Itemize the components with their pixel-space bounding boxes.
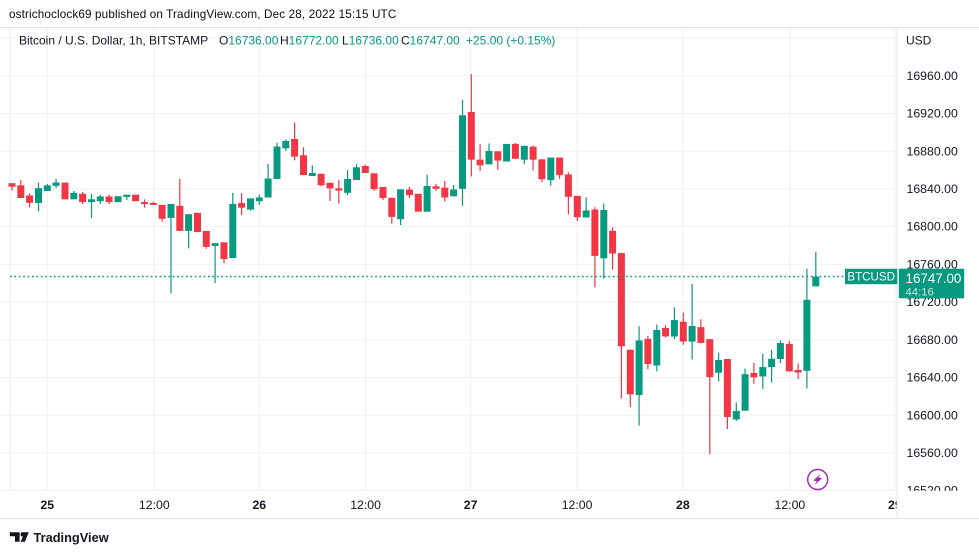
svg-text:16960.00: 16960.00 bbox=[907, 69, 958, 83]
svg-text:16680.00: 16680.00 bbox=[907, 333, 958, 347]
svg-text:27: 27 bbox=[464, 498, 478, 512]
svg-text:16760.00: 16760.00 bbox=[907, 257, 958, 271]
svg-text:44:16: 44:16 bbox=[906, 287, 934, 299]
svg-text:28: 28 bbox=[676, 498, 690, 512]
svg-text:16840.00: 16840.00 bbox=[907, 182, 958, 196]
svg-text:16800.00: 16800.00 bbox=[907, 220, 958, 234]
svg-text:12:00: 12:00 bbox=[775, 498, 806, 512]
svg-text:16747.00: 16747.00 bbox=[906, 271, 962, 286]
svg-text:BTCUSD: BTCUSD bbox=[847, 271, 895, 284]
svg-text:H16772.00: H16772.00 bbox=[280, 34, 339, 48]
svg-text:Bitcoin / U.S. Dollar, 1h, BIT: Bitcoin / U.S. Dollar, 1h, BITSTAMP bbox=[19, 34, 208, 48]
svg-text:+25.00 (+0.15%): +25.00 (+0.15%) bbox=[466, 34, 555, 48]
svg-text:L16736.00: L16736.00 bbox=[342, 34, 399, 48]
svg-text:12:00: 12:00 bbox=[350, 498, 381, 512]
svg-text:25: 25 bbox=[40, 498, 54, 512]
svg-text:16720.00: 16720.00 bbox=[907, 295, 958, 309]
svg-text:USD: USD bbox=[906, 34, 932, 48]
svg-text:12:00: 12:00 bbox=[139, 498, 170, 512]
svg-text:TradingView: TradingView bbox=[34, 530, 109, 545]
svg-text:16640.00: 16640.00 bbox=[907, 371, 958, 385]
svg-text:12:00: 12:00 bbox=[562, 498, 593, 512]
svg-text:C16747.00: C16747.00 bbox=[401, 34, 460, 48]
svg-text:16600.00: 16600.00 bbox=[907, 408, 958, 422]
svg-text:26: 26 bbox=[252, 498, 266, 512]
svg-text:O16736.00: O16736.00 bbox=[219, 34, 279, 48]
svg-text:16920.00: 16920.00 bbox=[907, 107, 958, 121]
svg-text:16880.00: 16880.00 bbox=[907, 144, 958, 158]
svg-text:16560.00: 16560.00 bbox=[907, 446, 958, 460]
